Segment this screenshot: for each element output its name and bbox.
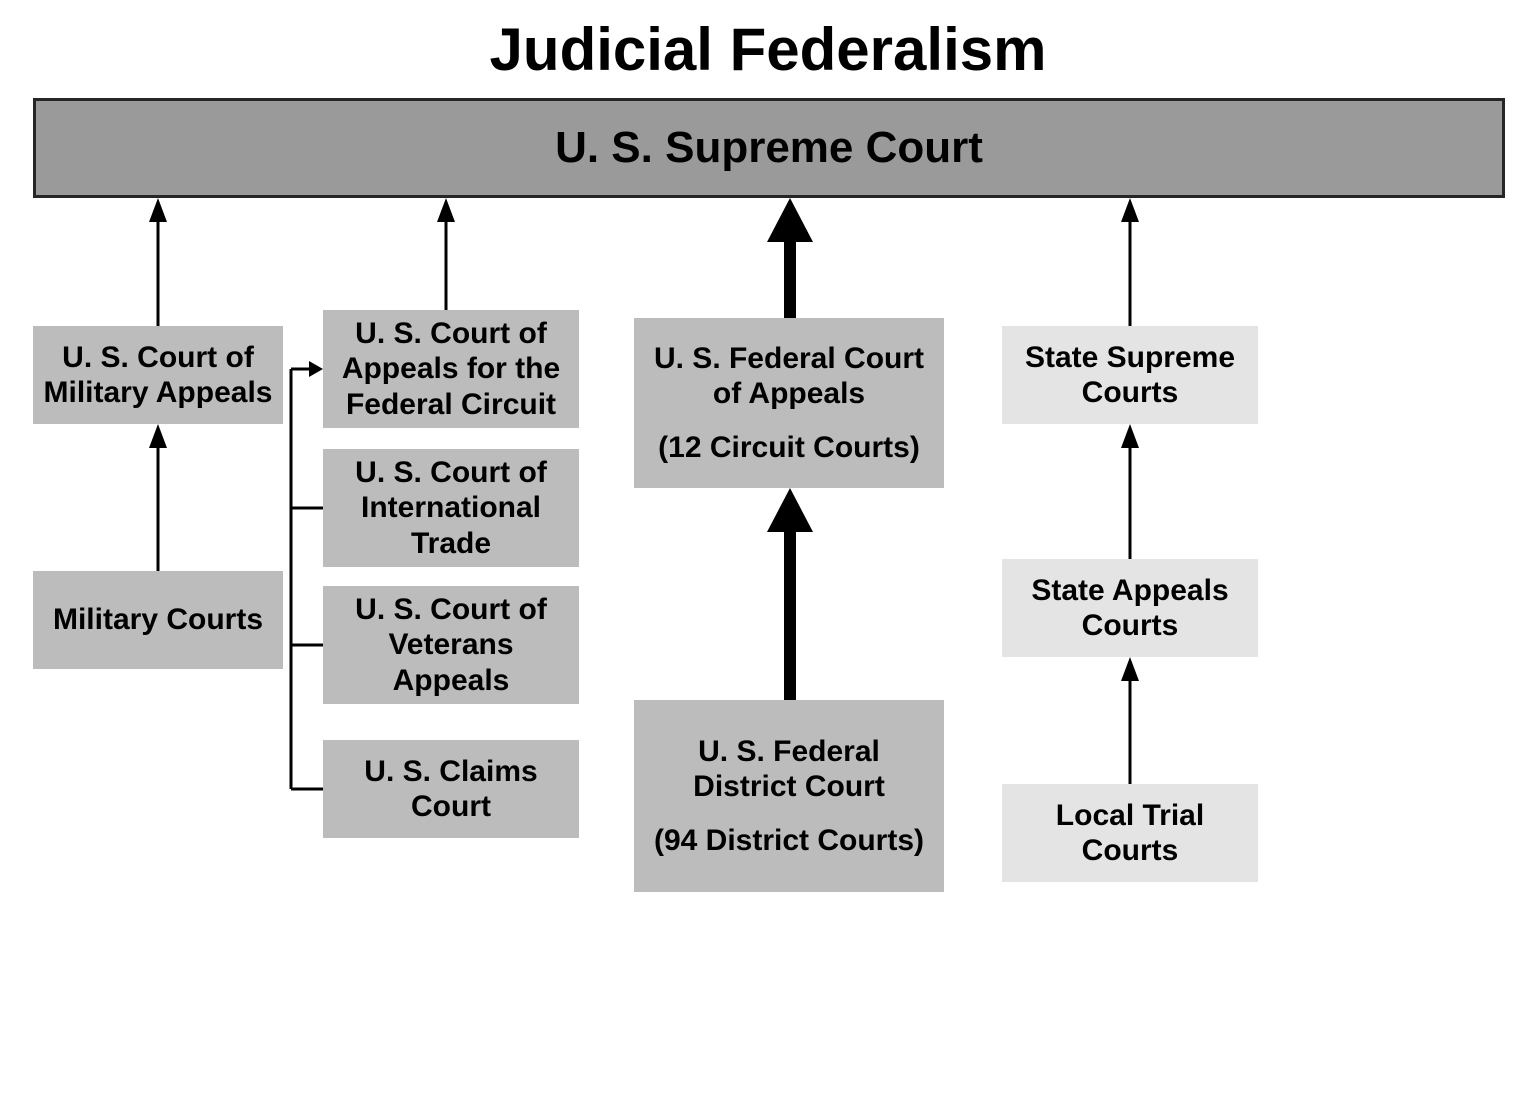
node-label-primary: U. S. Federal District Court	[644, 734, 934, 805]
node-us-court-of-military-appeals: U. S. Court of Military Appeals	[33, 326, 283, 424]
node-us-federal-district-court: U. S. Federal District Court (94 Distric…	[634, 700, 944, 892]
node-us-federal-court-of-appeals: U. S. Federal Court of Appeals (12 Circu…	[634, 318, 944, 488]
node-label: State Supreme Courts	[1012, 340, 1248, 411]
node-us-claims-court: U. S. Claims Court	[323, 740, 579, 838]
node-label: U. S. Supreme Court	[555, 122, 983, 174]
node-label: U. S. Court of Appeals for the Federal C…	[333, 316, 569, 422]
node-label: U. S. Court of International Trade	[333, 455, 569, 561]
node-local-trial-courts: Local Trial Courts	[1002, 784, 1258, 882]
node-state-supreme-courts: State Supreme Courts	[1002, 326, 1258, 424]
node-label-secondary: (94 District Courts)	[644, 823, 934, 858]
node-military-courts: Military Courts	[33, 571, 283, 669]
node-label-primary: U. S. Federal Court of Appeals	[644, 341, 934, 412]
node-label-secondary: (12 Circuit Courts)	[644, 430, 934, 465]
node-us-court-of-international-trade: U. S. Court of International Trade	[323, 449, 579, 567]
diagram-title: Judicial Federalism	[0, 10, 1536, 90]
node-label: Military Courts	[53, 602, 263, 637]
node-us-supreme-court: U. S. Supreme Court	[33, 98, 1505, 198]
node-us-court-of-veterans-appeals: U. S. Court of Veterans Appeals	[323, 586, 579, 704]
node-label: U. S. Court of Veterans Appeals	[333, 592, 569, 698]
node-us-court-of-appeals-federal-circuit: U. S. Court of Appeals for the Federal C…	[323, 310, 579, 428]
node-state-appeals-courts: State Appeals Courts	[1002, 559, 1258, 657]
node-label: U. S. Claims Court	[333, 754, 569, 825]
node-label: U. S. Court of Military Appeals	[43, 340, 273, 411]
node-label: Local Trial Courts	[1012, 798, 1248, 869]
node-label: State Appeals Courts	[1012, 573, 1248, 644]
